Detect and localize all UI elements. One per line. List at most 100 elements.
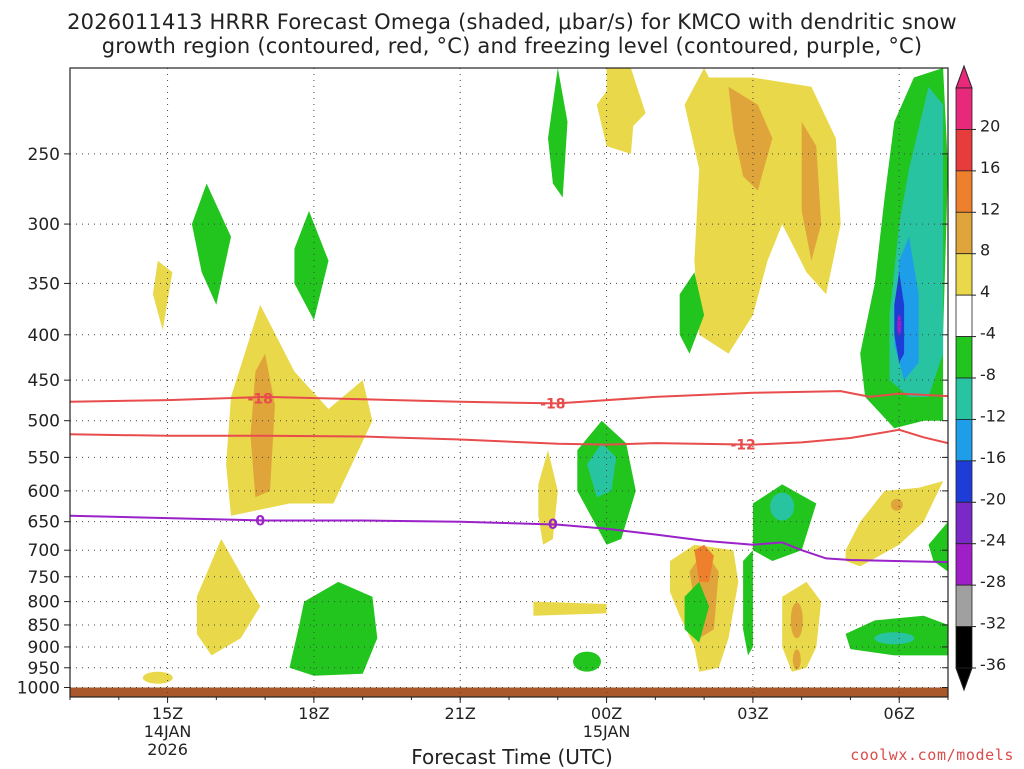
colorbar-swatch [955,543,973,586]
y-tick-label: 350 [28,274,60,294]
colorbar-label: 12 [980,199,1000,218]
contour-label-text: 0 [255,513,265,529]
omega-pos-blob [226,304,373,516]
omega-pos-blob [152,260,173,330]
x-tick-year: 2026 [147,740,188,759]
grid-lines [70,68,948,697]
y-tick-label: 800 [28,593,60,613]
contour-label-text: -12 [730,438,755,454]
colorbar-label: 4 [980,282,990,301]
omega-neg-blob [294,211,329,321]
y-tick-label: 500 [28,412,60,432]
omega-pos-blob [801,121,822,261]
colorbar-label: 8 [980,241,990,260]
y-tick-label: 250 [28,145,60,165]
credit-text[interactable]: coolwx.com/models [850,746,1014,764]
omega-pos-blob [250,353,275,498]
surface-fill [70,687,948,697]
contour-label-text: -18 [248,392,273,408]
omega-neg-blob [191,183,231,305]
freezing-level-contour [69,514,949,564]
colorbar-label: -24 [980,531,1006,550]
colorbar-swatch [955,294,973,337]
y-tick-label: 900 [28,638,60,658]
chart-title-line2: growth region (contoured, red, °C) and f… [101,34,923,58]
y-tick-label: 1000 [17,678,60,698]
omega-neg-blob [684,581,709,643]
x-tick-date: 15JAN [583,722,631,741]
omega-pos-blob [196,539,261,656]
y-tick-label: 550 [28,448,60,468]
colorbar-swatch [955,87,973,130]
colorbar-label: 16 [980,158,1000,177]
colorbar-label: -36 [980,655,1006,674]
colorbar-swatch [955,460,973,503]
omega-pos-blob [606,68,646,139]
colorbar-swatch [955,377,973,420]
y-tick-label: 950 [28,659,60,679]
omega-pos-blob [538,450,558,545]
axes: 2503003504004505005506006507007508008509… [17,67,949,759]
contour-lines: -18 -18 -12 0 0 [69,390,949,564]
omega-neg-blob [897,315,902,336]
y-tick-label: 750 [28,568,60,588]
colorbar-label: -28 [980,572,1006,591]
colorbar-label: -4 [980,324,996,343]
colorbar-swatch [955,211,973,255]
omega-pos-blob [533,601,607,616]
contour-label: -18 [248,392,273,408]
omega-neg-blob [752,484,817,561]
omega-pos-blob [694,544,714,582]
x-tick-label: 21Z [445,704,476,723]
colorbar-swatch [955,626,973,669]
omega-pos-blob [790,602,803,639]
omega-neg-blob [770,492,795,521]
colorbar-label: 20 [980,116,1000,135]
y-tick-label: 300 [28,215,60,235]
omega-neg-blob [289,581,378,676]
omega-neg-blob [548,68,568,198]
colorbar-swatch [955,253,973,296]
x-tick-label: 18Z [298,704,329,723]
colorbar-swatch [955,501,973,545]
colorbar-swatch [955,336,973,379]
x-tick-label: 06Z [884,704,915,723]
contour-label: 0 [548,517,558,533]
y-tick-label: 450 [28,371,60,391]
colorbar-label: -16 [980,448,1006,467]
contour-label: 0 [255,513,265,529]
x-tick-label: 00Z [591,704,622,723]
contour-label: -12 [730,438,755,454]
omega-pos-blob [890,498,903,511]
colorbar-swatch [955,584,973,627]
colorbar: 20 16 12 8 4 -4 -8 -12 -16 -20 -24 -28 -32 -36 [955,64,1006,692]
colorbar-swatch [955,170,973,213]
contour-label: -18 [540,396,565,412]
y-tick-label: 650 [28,513,60,533]
y-tick-label: 850 [28,616,60,636]
x-axis-title: Forecast Time (UTC) [411,745,613,769]
x-tick-label: 03Z [737,704,768,723]
colorbar-label: -32 [980,614,1006,633]
omega-pos-blob [792,649,801,670]
x-tick-date: 14JAN [144,722,192,741]
omega-neg-blob [743,550,753,656]
omega-pos-blob [684,68,841,354]
omega-neg-blob [679,272,705,354]
omega-neg-blob [928,521,948,572]
colorbar-label: -12 [980,406,1006,425]
colorbar-top-arrow [955,64,973,89]
omega-pos-blob [728,86,773,191]
y-tick-label: 600 [28,482,60,502]
y-tick-label: 400 [28,326,60,346]
omega-neg-blob [573,651,602,672]
y-tick-label: 700 [28,541,60,561]
omega-pos-blob [845,481,944,567]
omega-pos-blob [142,671,173,684]
contour-label-text: -18 [540,396,565,412]
omega-shading [70,68,948,697]
chart-title-line1: 2026011413 HRRR Forecast Omega (shaded, … [67,10,957,34]
colorbar-label: -20 [980,489,1006,508]
colorbar-label: -8 [980,365,996,384]
